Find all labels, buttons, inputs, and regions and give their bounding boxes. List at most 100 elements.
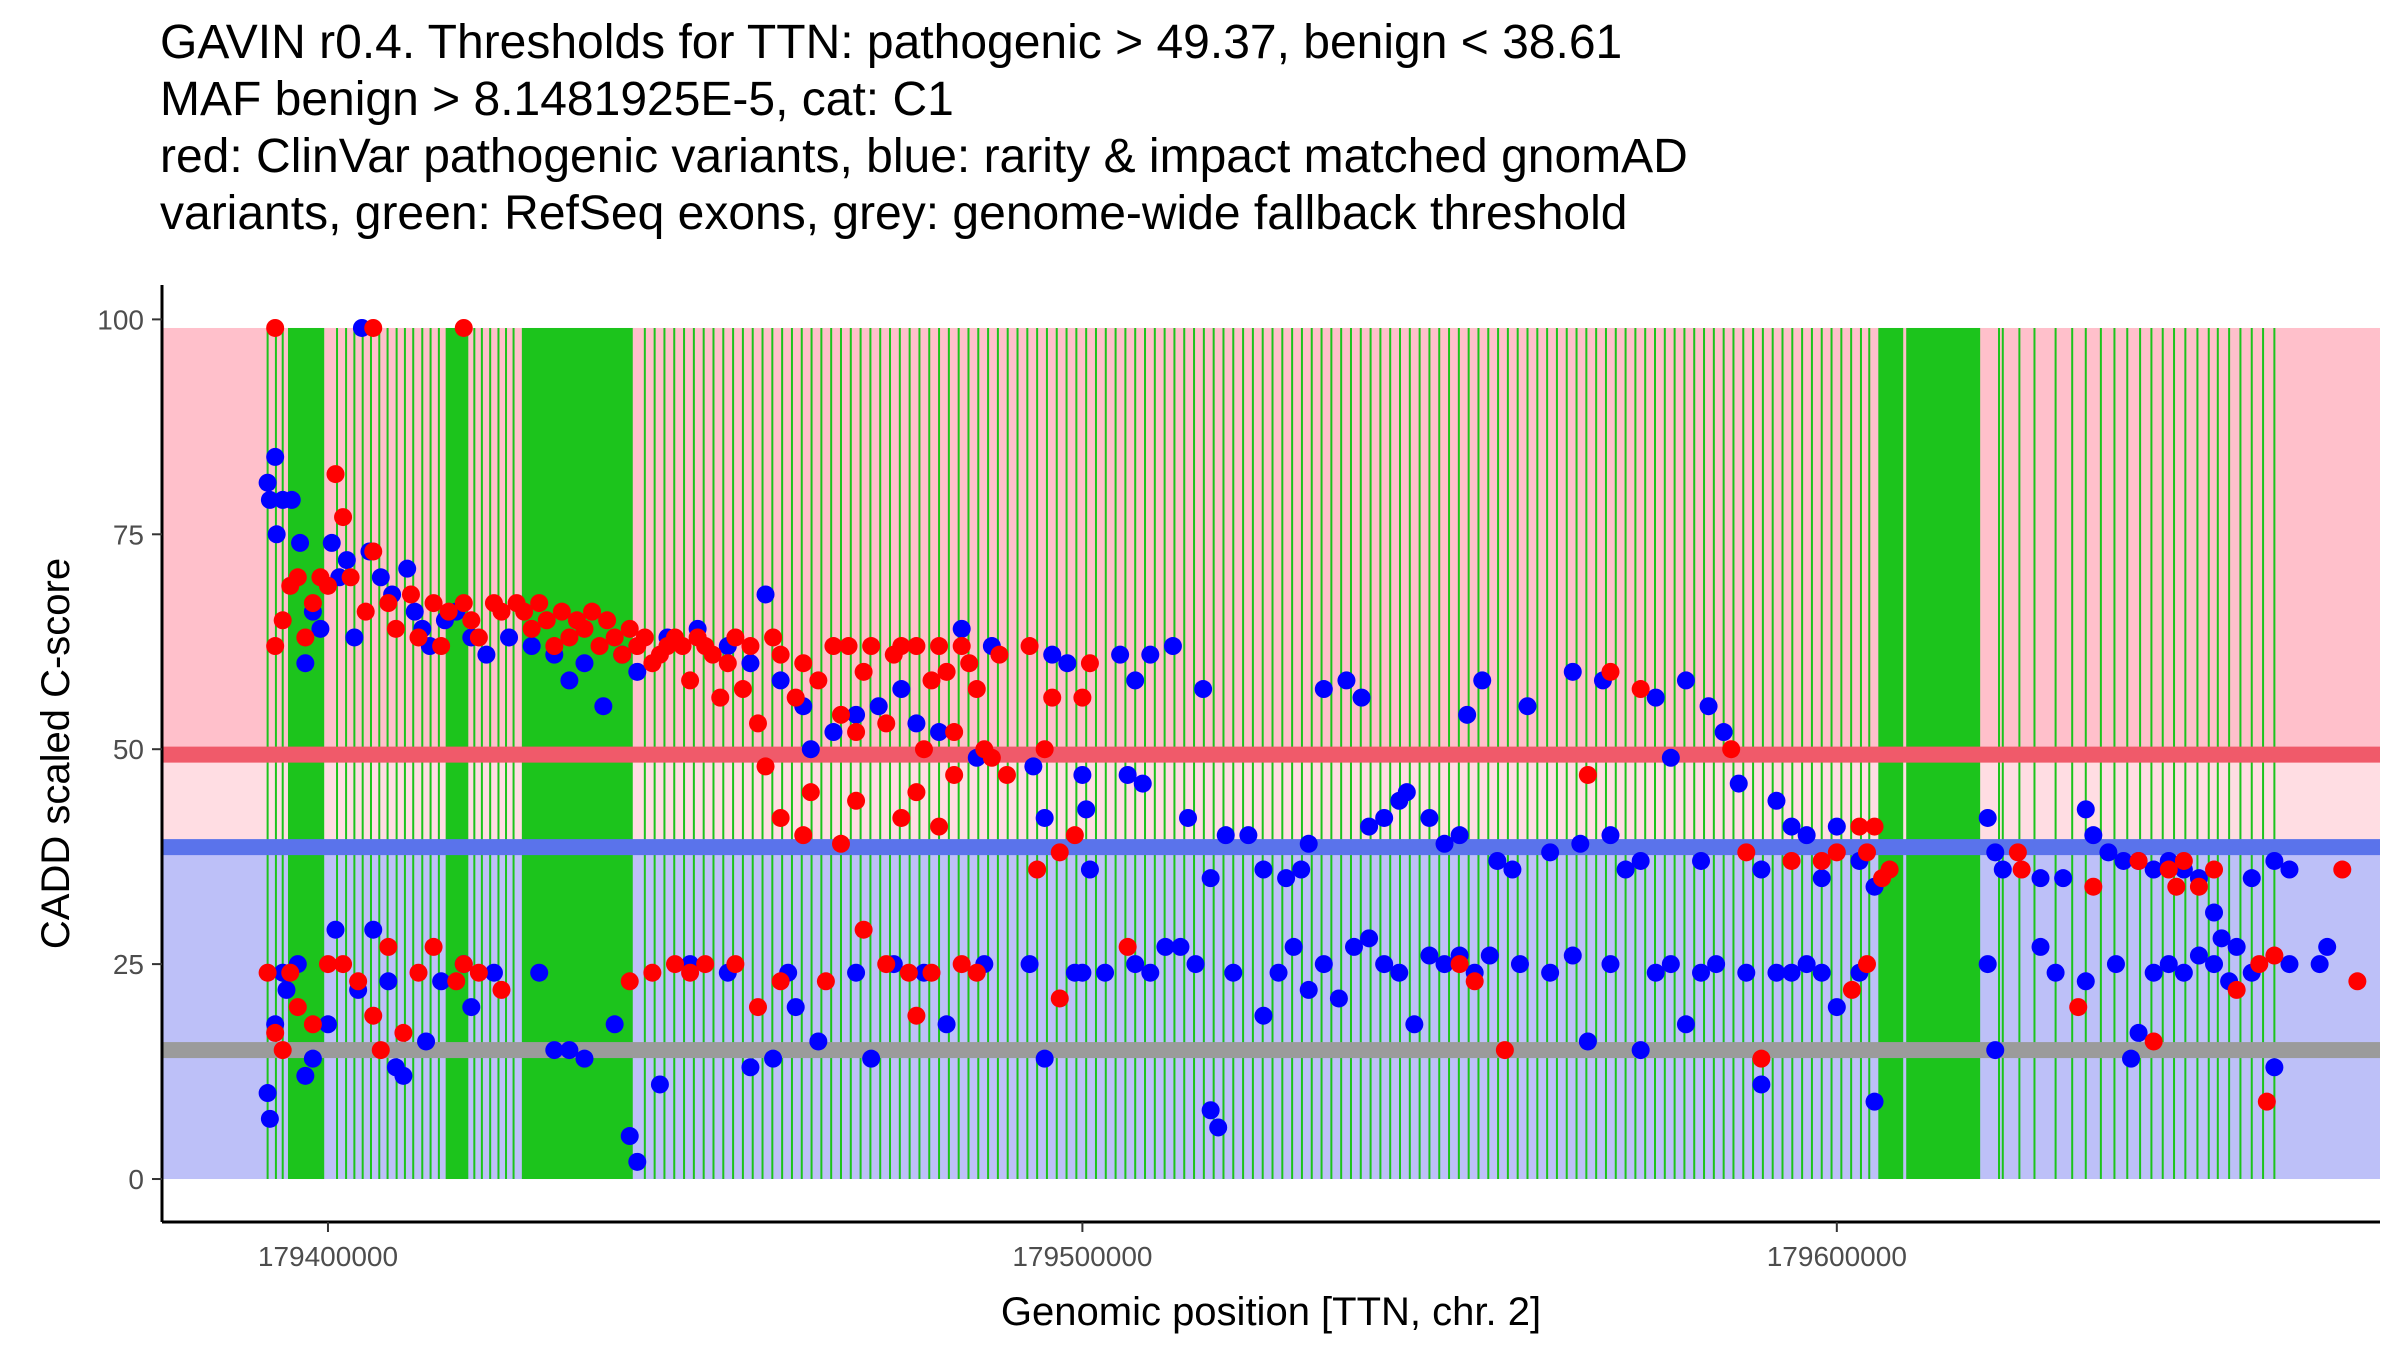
gnomad-point [1329,989,1348,1008]
clinvar-point [922,963,941,982]
clinvar-point [2012,860,2031,879]
clinvar-point [2008,843,2027,862]
gnomad-point [1390,963,1409,982]
gnomad-point [277,980,296,999]
clinvar-point [439,602,458,621]
clinvar-point [2167,877,2186,896]
clinvar-point [2159,860,2178,879]
clinvar-point [560,628,579,647]
clinvar-point [2250,955,2269,974]
gnomad-point [1209,1118,1228,1137]
x-tick-label: 179400000 [258,1241,398,1272]
gnomad-point [847,963,866,982]
threshold-lines [162,746,2380,1059]
clinvar-point [318,955,337,974]
clinvar-point [1737,843,1756,862]
gnomad-point [1420,808,1439,827]
gnomad-point [2174,963,2193,982]
clinvar-point [681,963,700,982]
gnomad-point [1865,1092,1884,1111]
clinvar-point [620,619,639,638]
gnomad-point [1073,765,1092,784]
gnomad-point [1126,671,1145,690]
clinvar-point [945,723,964,742]
gnomad-point [1254,1006,1273,1025]
clinvar-point [303,1015,322,1034]
gnomad-point [2318,937,2337,956]
clinvar-point [349,972,368,991]
clinvar-point [839,637,858,656]
clinvar-point [673,637,692,656]
gnomad-point [2189,946,2208,965]
gnomad-point [282,490,301,509]
chart-title-line-1: GAVIN r0.4. Thresholds for TTN: pathogen… [160,16,1623,69]
clinvar-point [522,619,541,638]
gnomad-point [1601,826,1620,845]
clinvar-point [824,637,843,656]
clinvar-point [794,826,813,845]
clinvar-point [288,998,307,1017]
gnomad-point [1024,757,1043,776]
clinvar-point [273,1041,292,1060]
gnomad-point [1541,843,1560,862]
clinvar-point [718,654,737,673]
gnomad-point [258,473,277,492]
clinvar-point [530,594,549,613]
gnomad-point [1299,980,1318,999]
gnomad-point [1752,860,1771,879]
gnomad-point [1676,671,1695,690]
gnomad-point [1699,697,1718,716]
clinvar-point [1827,843,1846,862]
benign-threshold [162,839,2380,856]
gnomad-point [824,723,843,742]
gnomad-point [560,1041,579,1060]
clinvar-point [930,637,949,656]
gnomad-point [1631,851,1650,870]
gnomad-point [869,697,888,716]
clinvar-point [1043,688,1062,707]
clinvar-point [847,723,866,742]
gnomad-point [1510,955,1529,974]
gnomad-point [786,998,805,1017]
clinvar-point [960,654,979,673]
clinvar-point [537,611,556,630]
gnomad-point [2122,1049,2141,1068]
clinvar-point [598,611,617,630]
clinvar-point [1465,972,1484,991]
clinvar-point [2129,851,2148,870]
y-axis-title: CADD scaled C-score [34,558,78,949]
gnomad-point [1435,955,1454,974]
clinvar-point [696,955,715,974]
clinvar-point [364,542,383,561]
clinvar-point [945,765,964,784]
gnomad-point [1111,645,1130,664]
clinvar-point [907,1006,926,1025]
clinvar-series [258,318,2367,1111]
y-tick-label: 50 [113,734,144,765]
clinvar-point [364,1006,383,1025]
gnomad-point [1714,723,1733,742]
gnomad-point [650,1075,669,1094]
clinvar-point [703,645,722,664]
gnomad-point [1156,937,1175,956]
gnomad-point [1284,937,1303,956]
gnomad-point [1073,963,1092,982]
clinvar-point [733,680,752,699]
clinvar-point [447,972,466,991]
clinvar-point [967,680,986,699]
x-tick-label: 179600000 [1767,1241,1907,1272]
gnomad-point [267,525,286,544]
clinvar-point [854,662,873,681]
clinvar-point [462,611,481,630]
clinvar-point [454,594,473,613]
gnomad-point [1450,826,1469,845]
gnomad-point [1096,963,1115,982]
gnomad-point [1631,1041,1650,1060]
gnomad-point [318,1015,337,1034]
gnomad-point [1080,860,1099,879]
gnomad-point [2076,972,2095,991]
clinvar-point [914,740,933,759]
clinvar-point [643,963,662,982]
gnomad-point [847,705,866,724]
